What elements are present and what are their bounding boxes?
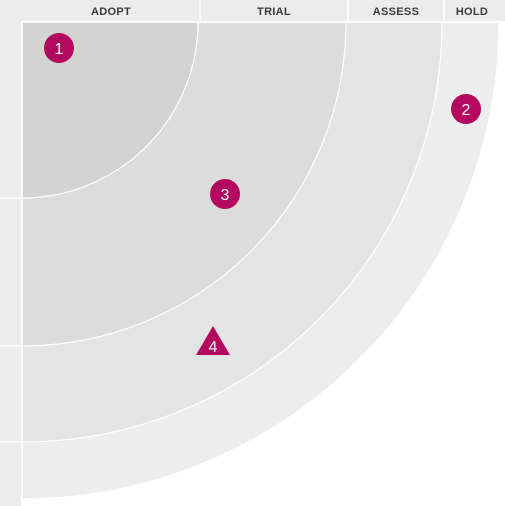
blip-triangle-marker[interactable] [196, 326, 230, 355]
blip-1[interactable]: 1 [44, 33, 74, 63]
ring-label-assess: ASSESS [373, 6, 419, 18]
left-axis-strip [0, 0, 22, 506]
ring-label-trial: TRIAL [257, 6, 291, 18]
blip-3[interactable]: 3 [210, 179, 240, 209]
ring-label-hold: HOLD [456, 6, 488, 18]
blip-number: 4 [209, 339, 218, 356]
top-axis-strip [0, 0, 505, 22]
ring-label-adopt: ADOPT [91, 6, 131, 18]
blip-circle-marker[interactable] [210, 179, 240, 209]
blip-2[interactable]: 2 [451, 94, 481, 124]
blip-4[interactable]: 4 [196, 326, 230, 356]
blip-circle-marker[interactable] [451, 94, 481, 124]
ring-adopt [21, 21, 199, 199]
blip-number: 1 [55, 41, 64, 58]
blip-circle-marker[interactable] [44, 33, 74, 63]
blip-number: 3 [221, 187, 230, 204]
blip-number: 2 [462, 102, 471, 119]
